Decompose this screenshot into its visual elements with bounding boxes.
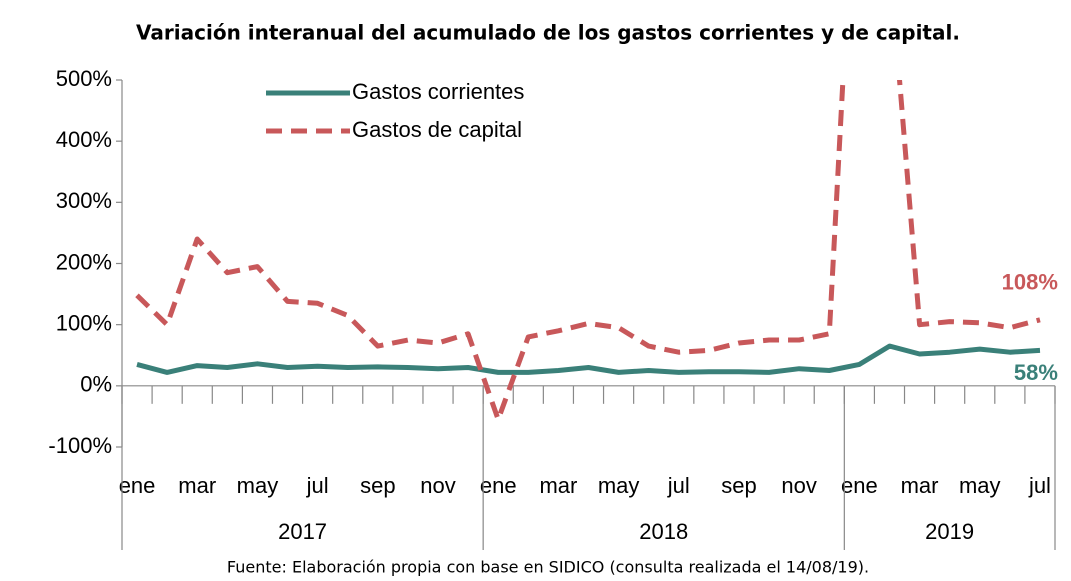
y-tick-label: -100% bbox=[48, 433, 112, 458]
x-tick-label: mar bbox=[178, 473, 216, 498]
line-series bbox=[136, 343, 1041, 375]
plot-area bbox=[135, 80, 1041, 422]
y-tick-label: 500% bbox=[56, 66, 112, 91]
line-series bbox=[135, 80, 1041, 422]
y-tick-label: 100% bbox=[56, 310, 112, 335]
x-tick-label: mar bbox=[539, 473, 577, 498]
legend-label: Gastos de capital bbox=[352, 117, 522, 142]
x-tick-label: jul bbox=[306, 473, 329, 498]
value-label: 58% bbox=[1014, 360, 1058, 385]
x-tick-label: may bbox=[959, 473, 1001, 498]
x-tick-label: jul bbox=[1028, 473, 1051, 498]
x-tick-label: jul bbox=[667, 473, 690, 498]
x-tick-label: nov bbox=[420, 473, 455, 498]
x-tick-label: mar bbox=[901, 473, 939, 498]
y-tick-label: 0% bbox=[80, 372, 112, 397]
value-label: 108% bbox=[1002, 270, 1058, 295]
x-tick-label: sep bbox=[721, 473, 756, 498]
x-tick-label: sep bbox=[360, 473, 395, 498]
source: Fuente: Elaboración propia con base en S… bbox=[227, 558, 869, 577]
year-label: 2017 bbox=[278, 519, 327, 544]
y-tick-label: 300% bbox=[56, 188, 112, 213]
x-tick-label: ene bbox=[841, 473, 878, 498]
year-label: 2019 bbox=[925, 519, 974, 544]
chart-title: Variación interanual del acumulado de lo… bbox=[136, 21, 960, 45]
x-tick-label: may bbox=[237, 473, 279, 498]
y-tick-label: 200% bbox=[56, 249, 112, 274]
x-tick-label: may bbox=[598, 473, 640, 498]
x-tick-label: nov bbox=[781, 473, 816, 498]
year-label: 2018 bbox=[639, 519, 688, 544]
legend-label: Gastos corrientes bbox=[352, 79, 524, 104]
x-tick-label: ene bbox=[480, 473, 517, 498]
x-tick-label: ene bbox=[119, 473, 156, 498]
y-tick-label: 400% bbox=[56, 127, 112, 152]
